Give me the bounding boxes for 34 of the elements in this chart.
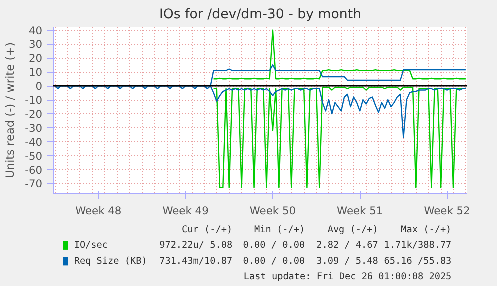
text: Min (-/+) (254, 224, 306, 236)
y-tick-label: -50 (25, 150, 43, 163)
text: Cur (-/+) (182, 224, 233, 236)
x-tick-label: Week 48 (76, 204, 122, 218)
text: 65.16 /55.83 (384, 256, 452, 267)
x-tick-label: Week 51 (337, 204, 384, 218)
text: 731.43m/10.87 (160, 256, 233, 267)
y-axis-title: Units read (-) / write (+) (3, 42, 18, 179)
x-tick-label: Week 50 (250, 204, 296, 218)
y-tick-label: -70 (25, 178, 43, 191)
chart-title: IOs for /dev/dm-30 - by month (159, 8, 362, 22)
y-tick-label: 40 (28, 24, 43, 38)
x-tick-label: Week 52 (424, 204, 470, 218)
text: Max (-/+) (401, 224, 452, 236)
y-tick-label: -20 (25, 108, 43, 121)
y-tick-label: -30 (25, 122, 43, 135)
text: 0.00 / 0.00 (243, 240, 306, 252)
y-tick-label: 30 (28, 38, 43, 52)
text: 3.09 / 5.48 (316, 256, 379, 267)
text: Last update: Fri Dec 26 01:00:08 2025 (244, 272, 452, 283)
text: 2.82 / 4.67 (316, 240, 378, 252)
y-tick-label: -40 (25, 136, 43, 149)
y-tick-label: -60 (25, 164, 43, 177)
text: 1.71k/388.77 (384, 240, 452, 252)
y-tick-label: 10 (28, 66, 43, 80)
x-tick-label: Week 49 (162, 204, 210, 218)
y-tick-label: 0 (36, 80, 43, 94)
legend-label: Req Size (KB) (74, 256, 148, 267)
y-tick-label: -10 (25, 94, 43, 108)
text: 972.22u/ 5.08 (160, 240, 233, 252)
text: 0.00 / 0.00 (243, 256, 306, 267)
legend-label: IO/sec (74, 240, 108, 252)
y-tick-label: 20 (28, 52, 43, 66)
text: Avg (-/+) (328, 224, 378, 236)
